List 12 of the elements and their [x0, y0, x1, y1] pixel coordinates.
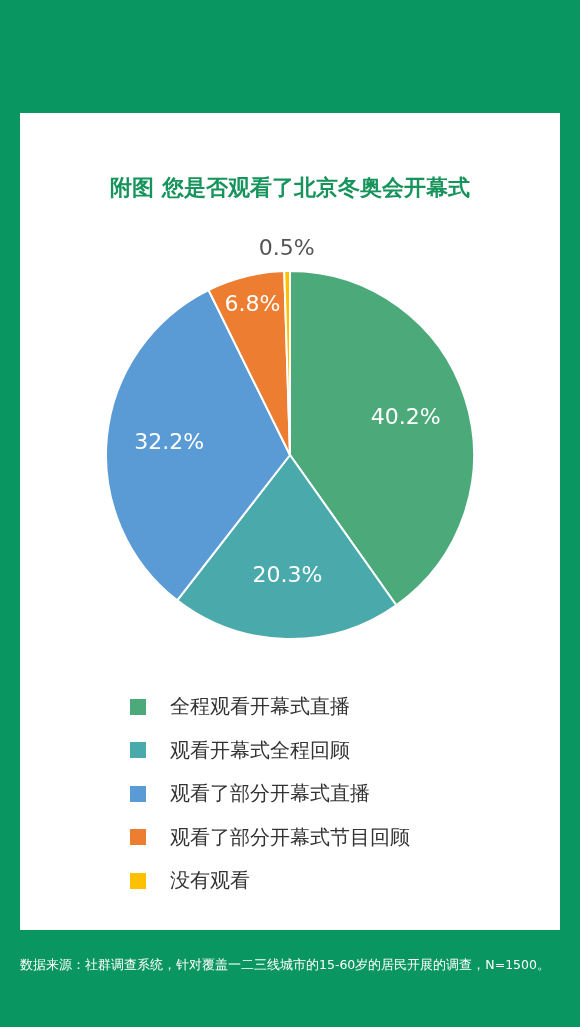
data-label: 32.2%	[134, 428, 205, 454]
data-label: 6.8%	[224, 290, 281, 316]
data-label: 0.5%	[258, 234, 315, 260]
source-note: 数据来源：社群调查系统，针对覆盖一二三线城市的15-60岁的居民开展的调查，N=1500。	[20, 956, 551, 974]
legend-label: 全程观看开幕式直播	[170, 693, 350, 721]
legend-label: 观看了部分开幕式直播	[170, 780, 370, 808]
data-label: 40.2%	[370, 403, 441, 429]
legend-label: 没有观看	[170, 867, 250, 895]
chart-title: 附图 您是否观看了北京冬奥会开幕式	[109, 174, 471, 202]
data-label: 20.3%	[252, 562, 323, 588]
legend-label: 观看开幕式全程回顾	[170, 736, 350, 764]
legend-label: 观看了部分开幕式节目回顾	[170, 823, 410, 851]
